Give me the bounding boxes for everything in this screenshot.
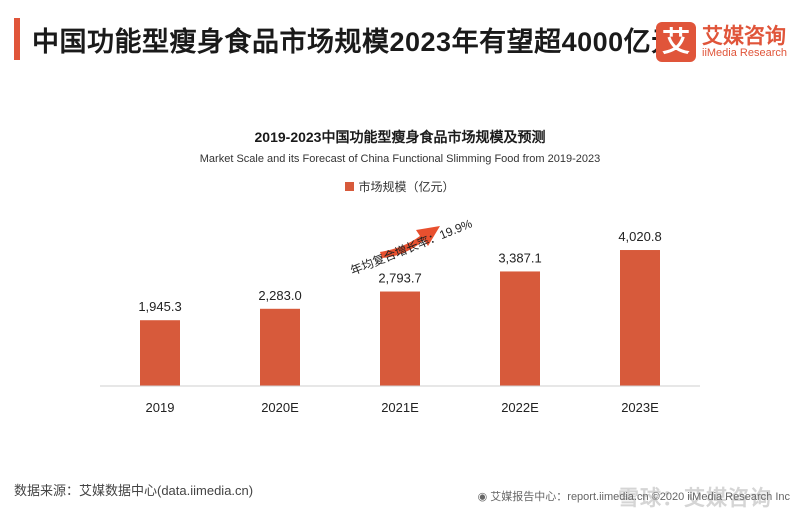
chart-title: 2019-2023中国功能型瘦身食品市场规模及预测 [254, 129, 546, 145]
data-source: 数据来源：艾媒数据中心(data.iimedia.cn) [14, 483, 254, 498]
page-title: 中国功能型瘦身食品市场规模2023年有望超4000亿元 [32, 27, 679, 57]
x-tick-label: 2020E [261, 400, 299, 415]
bar [140, 320, 180, 386]
bar [500, 271, 540, 386]
logo-mark: 艾 [656, 22, 696, 62]
x-tick-label: 2022E [501, 400, 539, 415]
logo-en-text: iiMedia Research [702, 47, 787, 59]
brand-logo: 艾 艾媒咨询 iiMedia Research [656, 20, 792, 64]
report-credit: ◉ 艾媒报告中心：report.iimedia.cn ©2020 iiMedia… [477, 491, 790, 503]
bar-value-label: 4,020.8 [618, 229, 661, 244]
bar-value-label: 2,283.0 [258, 288, 301, 303]
bar-value-label: 1,945.3 [138, 299, 181, 314]
watermark: 雪球：艾媒咨询 [618, 487, 772, 510]
bar [380, 291, 420, 386]
bar-value-label: 3,387.1 [498, 250, 541, 265]
title-accent-bar [14, 18, 20, 60]
chart-legend: 市场规模（亿元） [0, 178, 800, 195]
growth-arrow-icon [380, 226, 440, 258]
legend-swatch [345, 182, 355, 191]
bar [620, 250, 660, 386]
bar [260, 308, 300, 386]
x-tick-label: 2021E [381, 400, 419, 415]
x-tick-label: 2023E [621, 400, 659, 415]
x-tick-label: 2019 [146, 400, 175, 415]
report-icon: ◉ [477, 491, 491, 503]
chart-subtitle: Market Scale and its Forecast of China F… [199, 153, 601, 165]
legend-label: 市场规模（亿元） [358, 180, 455, 194]
bar-value-label: 2,793.7 [378, 271, 421, 286]
logo-cn-text: 艾媒咨询 [702, 25, 786, 48]
